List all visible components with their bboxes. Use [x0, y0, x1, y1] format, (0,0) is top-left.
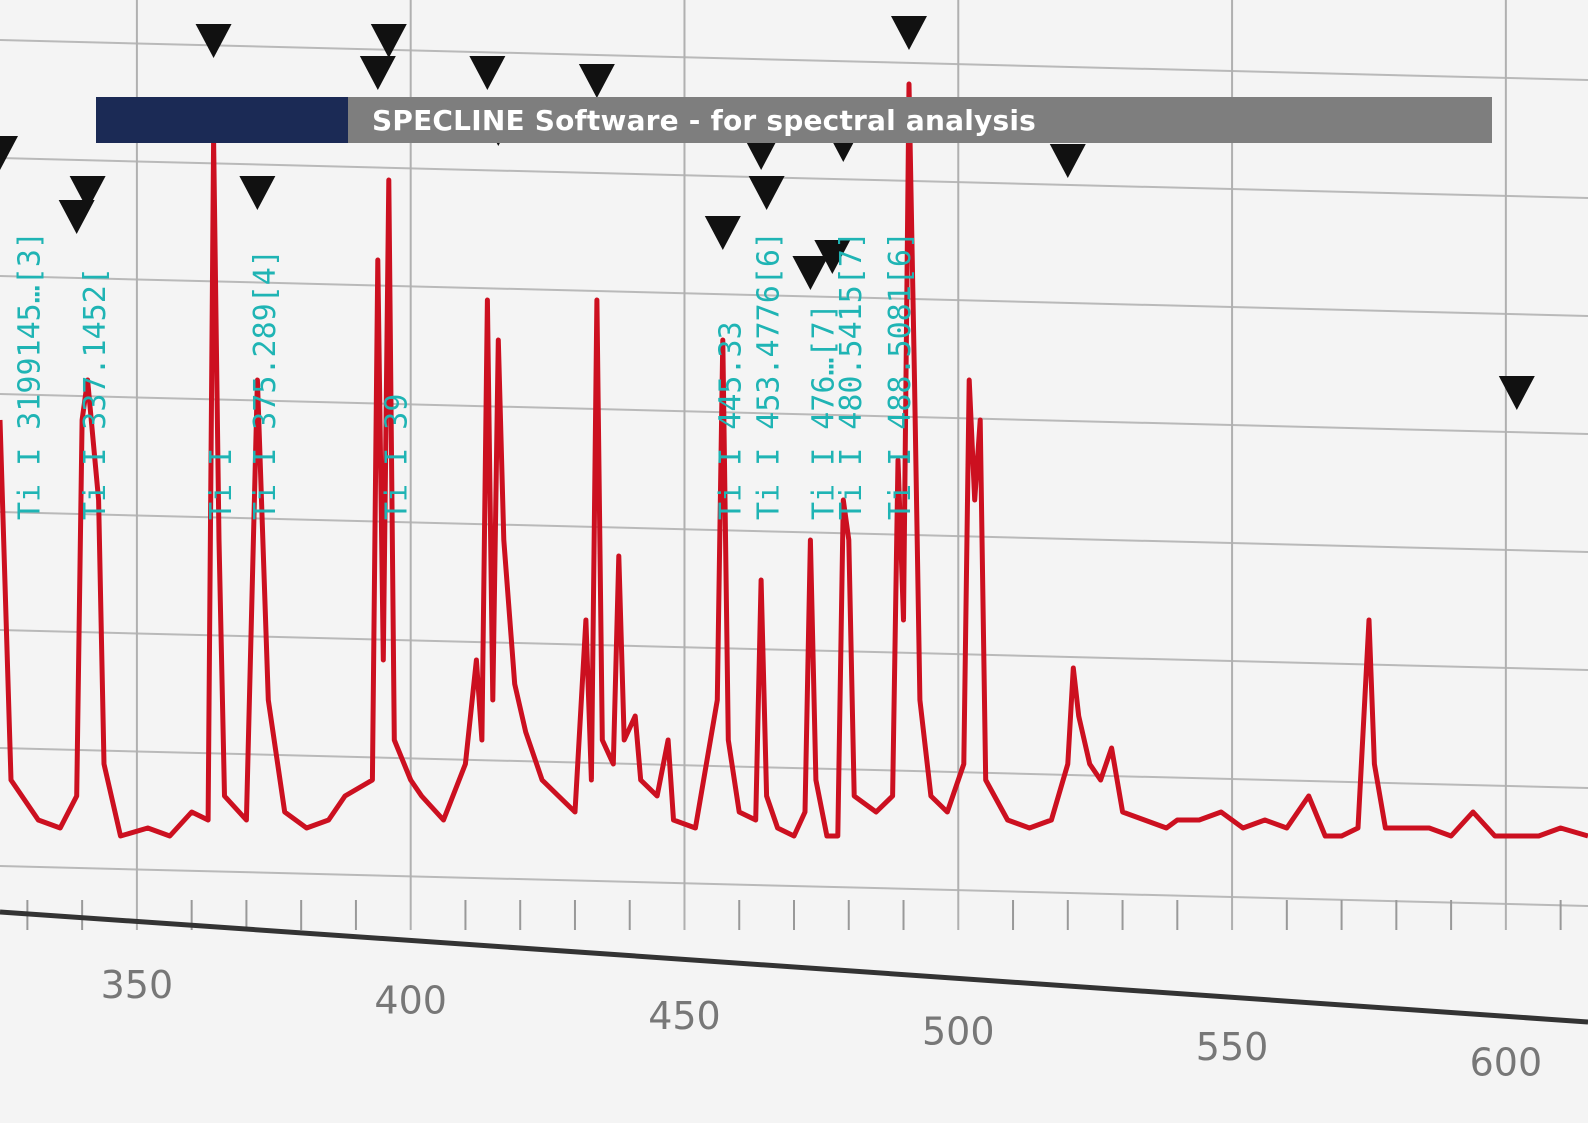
grid-line-h — [0, 393, 1588, 435]
peak-marker — [370, 24, 407, 58]
peak-marker — [743, 136, 780, 170]
peak-marker — [239, 176, 276, 210]
x-axis-line — [0, 909, 1588, 1025]
grid-line-h — [0, 275, 1588, 317]
title-banner: SPECLINE Software - for spectral analysi… — [96, 97, 1492, 143]
grid-line-h — [0, 157, 1588, 199]
peak-marker — [0, 136, 18, 170]
x-tick-label: 450 — [648, 994, 721, 1038]
peak-marker — [195, 24, 232, 58]
peak-marker — [58, 200, 95, 234]
grid-line-h — [0, 865, 1588, 907]
peak-marker — [359, 56, 396, 90]
x-tick-label: 550 — [1196, 1025, 1269, 1069]
peak-marker — [890, 16, 927, 50]
grid-line-h — [0, 511, 1588, 553]
line-annotation: Ti I 488.5081[6] — [883, 231, 918, 520]
grid-line-h — [0, 747, 1588, 789]
spectrum-line — [0, 81, 1588, 839]
line-annotation: Ti I 375.289[4] — [248, 249, 283, 520]
x-tick-label: 350 — [101, 963, 174, 1007]
peak-marker — [1498, 376, 1535, 410]
banner-title-box: SPECLINE Software - for spectral analysi… — [348, 97, 1492, 143]
series-group — [0, 81, 1588, 839]
x-tick-label: 500 — [922, 1009, 995, 1053]
line-annotation: Ti I 3199145…[3] — [12, 231, 47, 520]
peak-marker — [469, 56, 506, 90]
peak-marker — [748, 176, 785, 210]
peak-marker — [1049, 144, 1086, 178]
line-annotation: Ti I 39 — [379, 394, 414, 520]
line-annotations: Ti I 3199145…[3] Ti I 337.1452[ Ti I Ti I 3… — [12, 231, 918, 520]
line-annotation: Ti I 476…[7] — [806, 303, 841, 520]
banner-accent-block — [96, 97, 348, 143]
x-axis — [0, 909, 1588, 1025]
banner-title: SPECLINE Software - for spectral analysi… — [372, 103, 1036, 137]
line-annotation: Ti I 337.1452[ — [78, 267, 113, 520]
peak-markers — [0, 16, 1535, 410]
line-annotation: Ti I 445.33 — [713, 321, 748, 520]
x-tick-label: 600 — [1470, 1040, 1543, 1084]
peak-marker — [792, 256, 829, 290]
line-annotation: Ti I 480.5415[7] — [834, 231, 869, 520]
x-tick-label: 400 — [374, 978, 447, 1022]
line-annotation: Ti I 453.4776[6] — [752, 231, 787, 520]
grid-line-h — [0, 39, 1588, 81]
peak-marker — [814, 240, 851, 274]
line-annotation: Ti I — [204, 448, 239, 520]
peak-marker — [69, 176, 106, 210]
peak-marker — [578, 64, 615, 98]
peak-marker — [704, 216, 741, 250]
x-axis-ticks: 350 400 450 500 550 600 — [101, 963, 1542, 1085]
